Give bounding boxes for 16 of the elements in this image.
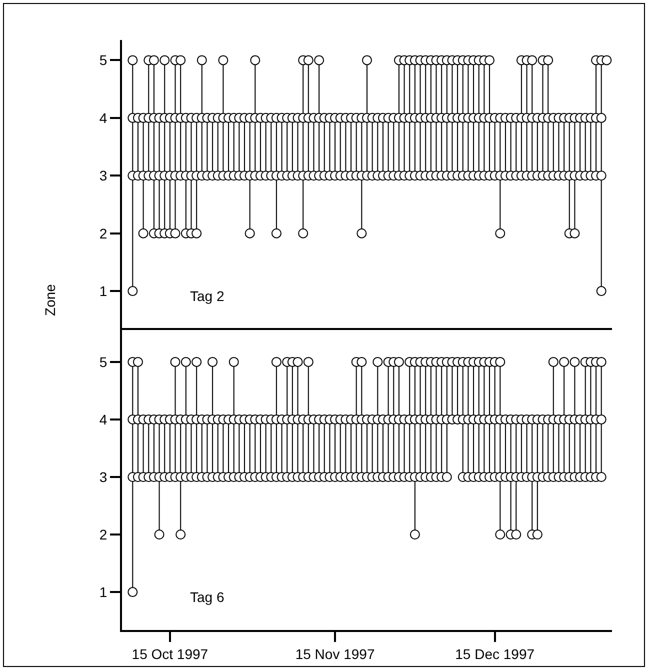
y-tick-label: 5 xyxy=(99,354,108,370)
y-tick-label: 1 xyxy=(99,282,108,299)
y-tick-label: 3 xyxy=(99,168,108,184)
y-tick-label: 5 xyxy=(99,52,108,68)
y-tick-label: 2 xyxy=(99,225,108,242)
x-tick-label: 15 Nov 1997 xyxy=(295,646,375,662)
y-tick-label: 4 xyxy=(99,110,108,126)
y-axis-title: Zone xyxy=(42,284,58,316)
annotation: Tag 6 xyxy=(190,589,224,605)
y-tick-label: 4 xyxy=(99,411,108,428)
annotation: Tag 2 xyxy=(190,288,224,304)
y-tick-label: 1 xyxy=(99,584,108,600)
x-tick-label: 15 Dec 1997 xyxy=(455,646,535,662)
y-tick-label: 2 xyxy=(99,526,108,542)
x-tick-label: 15 Oct 1997 xyxy=(132,646,208,662)
y-tick-label: 3 xyxy=(99,468,108,485)
